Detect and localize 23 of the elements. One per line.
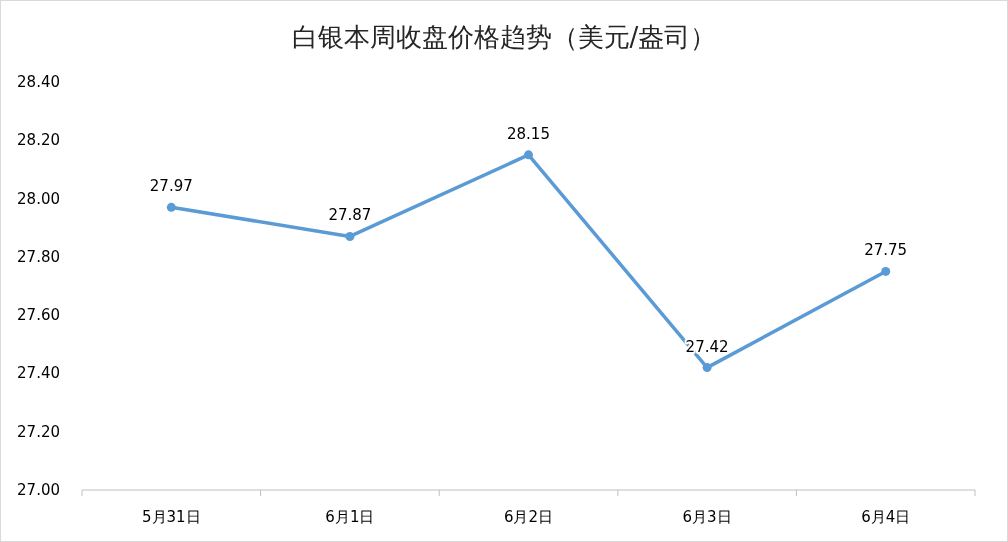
y-tick-label: 27.60: [17, 306, 60, 325]
x-tick-label: 5月31日: [141, 508, 201, 526]
data-label: 27.87: [328, 206, 372, 225]
y-tick-label: 28.40: [17, 73, 60, 91]
point: [524, 150, 533, 160]
x-tick-label: 6月4日: [861, 508, 911, 526]
data-label: 27.97: [149, 177, 193, 196]
point: [702, 363, 712, 373]
y-tick-label: 27.20: [17, 422, 60, 441]
x-tick-label: 6月3日: [682, 508, 732, 526]
y-tick-label: 27.40: [17, 364, 60, 383]
x-tick-label: 6月2日: [503, 508, 554, 526]
point: [345, 231, 355, 241]
title: 白银本周收盘价格趋势（美元/盎司）: [291, 22, 717, 52]
point: [881, 266, 891, 276]
y-tick-label: 28.20: [17, 131, 60, 150]
data-label: 27.75: [864, 241, 908, 260]
x-tick-label: 6月1日: [325, 508, 375, 526]
data-label: 28.15: [507, 124, 550, 143]
point: [166, 202, 176, 212]
y-tick-label: 28.00: [17, 189, 60, 208]
y-tick-label: 27.80: [17, 247, 60, 266]
y-tick-label: 27.00: [17, 481, 60, 499]
